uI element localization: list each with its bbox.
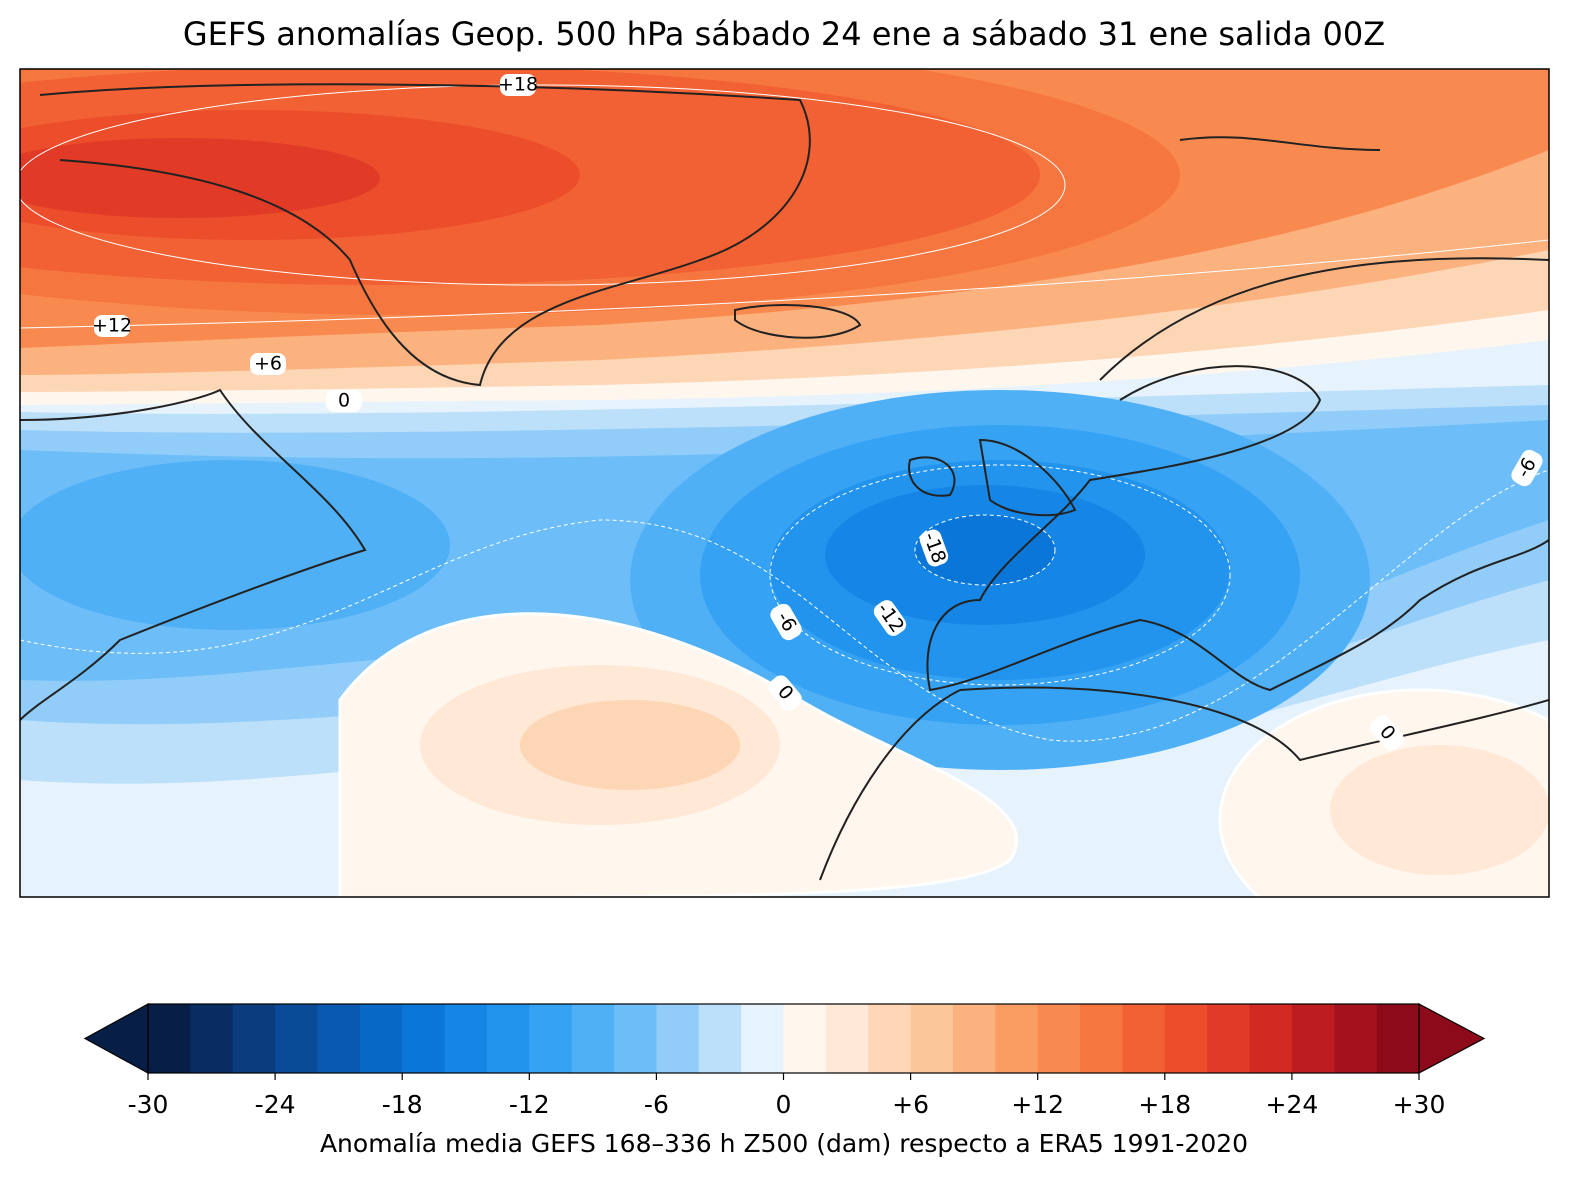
colorbar-tick-label: +12 (1011, 1090, 1064, 1119)
colorbar-segment (741, 1004, 784, 1073)
colorbar-tick-label: +24 (1266, 1090, 1319, 1119)
coastline (39, 83, 811, 387)
contour-label-bg (500, 74, 536, 96)
colorbar: -30 -24 -18 -12 -6 0 +6 +12 +18 +24 +30 (83, 1002, 1486, 1119)
contour-label-bg (1511, 449, 1543, 487)
colorbar-segment (1080, 1004, 1123, 1073)
contour-label-bg (768, 675, 802, 711)
contour-label-bg (94, 315, 130, 337)
coastlines (20, 83, 1549, 881)
field (20, 138, 380, 218)
field (20, 460, 450, 630)
colorbar-segment (402, 1004, 446, 1073)
contour-line (769, 464, 1231, 686)
contour-label: +18 (498, 74, 538, 96)
contour-label: +6 (254, 353, 282, 375)
colorbar-extend-max (1418, 1003, 1486, 1074)
colorbar-label: Anomalía media GEFS 168–336 h Z500 (dam)… (320, 1129, 1248, 1158)
colorbar-segment (1122, 1004, 1166, 1073)
field (520, 700, 740, 790)
colorbar-tick-label: -12 (509, 1090, 550, 1119)
colorbar-segment (275, 1004, 318, 1073)
contour-line (914, 514, 1056, 586)
colorbar-segment (317, 1004, 361, 1073)
colorbar-segment (1334, 1004, 1378, 1073)
contour-label-bg (250, 353, 286, 375)
contours (20, 84, 1549, 742)
colorbar-segment (1376, 1004, 1420, 1073)
contour-line (20, 469, 1549, 742)
contour-line (20, 84, 1066, 286)
colorbar-segment (190, 1004, 234, 1073)
map-frame (19, 68, 1550, 898)
field (1330, 745, 1549, 875)
colorbar-segment (614, 1004, 657, 1073)
field (915, 515, 1055, 585)
coastline (926, 257, 1549, 692)
coastline (20, 388, 367, 721)
contour-label-bg (1370, 715, 1404, 751)
colorbar-tick-label: 0 (776, 1090, 792, 1119)
colorbar-segment (232, 1004, 276, 1073)
contour-label: 0 (338, 390, 350, 412)
contour-label-bg (770, 603, 802, 641)
colorbar-segment (1164, 1004, 1208, 1073)
colorbar-tick-label: -6 (644, 1090, 669, 1119)
colorbar-segment (571, 1004, 615, 1073)
contour-label-bg (919, 529, 949, 567)
colorbar-extend-min (83, 1002, 149, 1075)
map-field: +18+12+60-6-12-18-600-6 (20, 69, 1549, 897)
colorbar-tick-label: +18 (1138, 1090, 1191, 1119)
contour-line (20, 239, 1549, 329)
coastline (734, 304, 862, 339)
colorbar-segment (1207, 1004, 1251, 1073)
colorbar-segment (995, 1004, 1039, 1073)
colorbar-segment (1037, 1004, 1081, 1073)
colorbar-segment (359, 1004, 403, 1073)
coastline (908, 438, 1077, 517)
coastline (1179, 136, 1381, 151)
contour-label: +12 (92, 315, 132, 337)
colorbar-segment (444, 1004, 488, 1073)
colorbar-tick-label: +30 (1393, 1090, 1446, 1119)
colorbar-segment (952, 1004, 996, 1073)
contour-label-bg (873, 600, 907, 636)
colorbar-tick-label: +6 (892, 1090, 929, 1119)
colorbar-segment (910, 1004, 954, 1073)
colorbar-tick-label: -18 (382, 1090, 423, 1119)
colorbar-segment (486, 1004, 530, 1073)
map-title: GEFS anomalías Geop. 500 hPa sábado 24 e… (183, 15, 1385, 53)
colorbar-segment (868, 1004, 912, 1073)
contour-label-bg (326, 390, 362, 412)
colorbar-segment (529, 1004, 573, 1073)
colorbar-segment (148, 1004, 191, 1073)
colorbar-tick-label: -30 (128, 1090, 169, 1119)
coastline (819, 686, 1549, 881)
colorbar-segment (656, 1004, 700, 1073)
colorbar-tick-label: -24 (255, 1090, 296, 1119)
colorbar-segment (1291, 1004, 1335, 1073)
colorbar-segment (783, 1004, 827, 1073)
colorbar-segment (825, 1004, 869, 1073)
colorbar-segment (698, 1004, 742, 1073)
colorbar-segment (1249, 1004, 1293, 1073)
